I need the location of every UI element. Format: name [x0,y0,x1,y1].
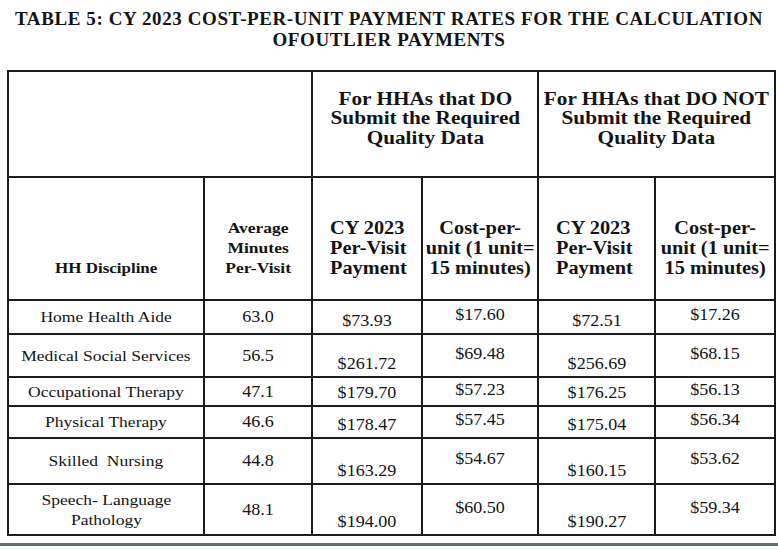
cell-cost-do-not: $53.62 [655,438,775,484]
column-header-discipline: HH Discipline [8,177,204,300]
cell-avg-minutes: 47.1 [204,377,312,406]
cell-cost-do: $69.48 [422,334,538,377]
table-row: Home Health Aide 63.0 $73.93 $17.60 $72.… [8,300,775,334]
cell-payment-do-not: $256.69 [538,334,655,377]
cell-payment-do-not: $175.04 [538,406,655,438]
cell-payment-do: $261.72 [312,334,422,377]
table-title-line1: TABLE 5: CY 2023 COST-PER-UNIT PAYMENT R… [0,9,778,30]
cell-payment-do-not: $160.15 [538,438,655,484]
table-title-line2: OFOUTLIER PAYMENTS [0,30,778,51]
cell-payment-do: $194.00 [312,484,422,535]
table-row: Skilled Nursing 44.8 $163.29 $54.67 $160… [8,438,775,484]
cell-avg-minutes: 44.8 [204,438,312,484]
cell-payment-do: $73.93 [312,300,422,334]
cell-avg-minutes: 63.0 [204,300,312,334]
table-row: Physical Therapy 46.6 $178.47 $57.45 $17… [8,406,775,438]
table-row: Medical Social Services 56.5 $261.72 $69… [8,334,775,377]
cell-cost-do: $57.45 [422,406,538,438]
group-header-do-not: For HHAs that DO NOT Submit the Required… [538,71,775,177]
cell-cost-do: $17.60 [422,300,538,334]
column-header-avg-minutes: Average Minutes Per-Visit [204,177,312,300]
cell-cost-do-not: $56.13 [655,377,775,406]
cell-avg-minutes: 56.5 [204,334,312,377]
cell-cost-do-not: $68.15 [655,334,775,377]
table-title: TABLE 5: CY 2023 COST-PER-UNIT PAYMENT R… [0,9,778,50]
cell-discipline: Skilled Nursing [8,438,204,484]
cell-discipline: Home Health Aide [8,300,204,334]
column-header-cost-do: Cost-per- unit (1 unit= 15 minutes) [422,177,538,300]
cell-payment-do-not: $176.25 [538,377,655,406]
column-header-payment-do-not: CY 2023 Per-Visit Payment [538,177,655,300]
cell-cost-do: $60.50 [422,484,538,535]
document-page: TABLE 5: CY 2023 COST-PER-UNIT PAYMENT R… [0,0,778,550]
cell-payment-do-not: $72.51 [538,300,655,334]
page-divider [0,543,778,546]
cell-cost-do-not: $56.34 [655,406,775,438]
blank-header-cell [8,71,312,177]
cell-discipline: Speech- Language Pathology [8,484,204,535]
cell-discipline: Occupational Therapy [8,377,204,406]
cell-payment-do: $178.47 [312,406,422,438]
cell-cost-do-not: $59.34 [655,484,775,535]
cell-payment-do-not: $190.27 [538,484,655,535]
column-header-payment-do: CY 2023 Per-Visit Payment [312,177,422,300]
group-header-do: For HHAs that DO Submit the Required Qua… [312,71,538,177]
cell-cost-do: $57.23 [422,377,538,406]
cell-discipline: Physical Therapy [8,406,204,438]
cell-avg-minutes: 46.6 [204,406,312,438]
cell-avg-minutes: 48.1 [204,484,312,535]
cell-cost-do: $54.67 [422,438,538,484]
table-row: Occupational Therapy 47.1 $179.70 $57.23… [8,377,775,406]
cell-payment-do: $179.70 [312,377,422,406]
cell-cost-do-not: $17.26 [655,300,775,334]
table-row: Speech- Language Pathology 48.1 $194.00 … [8,484,775,535]
cell-payment-do: $163.29 [312,438,422,484]
column-header-cost-do-not: Cost-per- unit (1 unit= 15 minutes) [655,177,775,300]
payment-rates-table: For HHAs that DO Submit the Required Qua… [7,70,776,536]
cell-discipline: Medical Social Services [8,334,204,377]
